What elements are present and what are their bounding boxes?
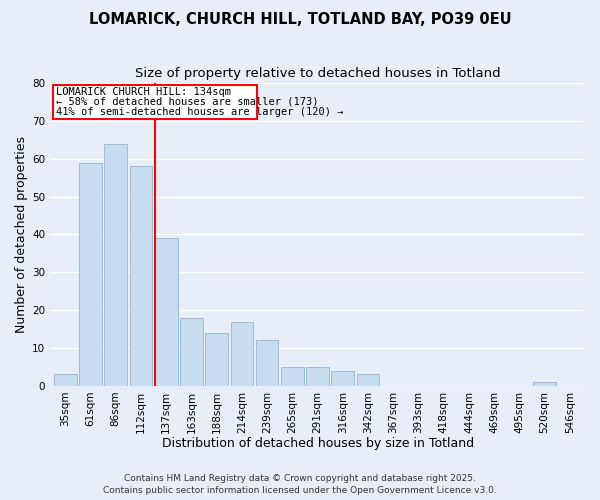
- Bar: [180, 318, 203, 386]
- Bar: [155, 238, 178, 386]
- Bar: [104, 144, 127, 386]
- Bar: [281, 367, 304, 386]
- Y-axis label: Number of detached properties: Number of detached properties: [15, 136, 28, 333]
- FancyBboxPatch shape: [53, 85, 257, 119]
- Bar: [54, 374, 77, 386]
- Bar: [130, 166, 152, 386]
- Text: ← 58% of detached houses are smaller (173): ← 58% of detached houses are smaller (17…: [56, 97, 319, 107]
- X-axis label: Distribution of detached houses by size in Totland: Distribution of detached houses by size …: [161, 437, 473, 450]
- Title: Size of property relative to detached houses in Totland: Size of property relative to detached ho…: [135, 68, 500, 80]
- Bar: [230, 322, 253, 386]
- Bar: [306, 367, 329, 386]
- Text: LOMARICK CHURCH HILL: 134sqm: LOMARICK CHURCH HILL: 134sqm: [56, 88, 232, 98]
- Bar: [533, 382, 556, 386]
- Bar: [205, 333, 228, 386]
- Text: LOMARICK, CHURCH HILL, TOTLAND BAY, PO39 0EU: LOMARICK, CHURCH HILL, TOTLAND BAY, PO39…: [89, 12, 511, 28]
- Text: 41% of semi-detached houses are larger (120) →: 41% of semi-detached houses are larger (…: [56, 106, 344, 117]
- Text: Contains HM Land Registry data © Crown copyright and database right 2025.
Contai: Contains HM Land Registry data © Crown c…: [103, 474, 497, 495]
- Bar: [331, 370, 354, 386]
- Bar: [256, 340, 278, 386]
- Bar: [79, 162, 102, 386]
- Bar: [356, 374, 379, 386]
